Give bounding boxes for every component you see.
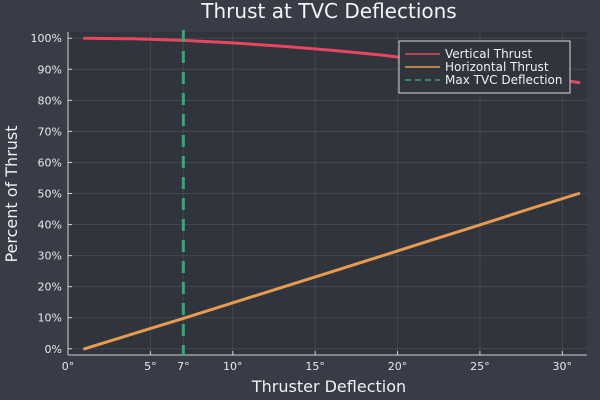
x-tick-label: 25°: [470, 360, 490, 373]
y-tick-label: 60%: [38, 156, 62, 169]
x-tick-label: 0°: [62, 360, 75, 373]
y-ticks: 0% 10% 20% 30% 40% 50% 60% 70% 80% 90% 100%: [31, 32, 72, 356]
x-tick-label: 5°: [144, 360, 157, 373]
legend-label-vertical-thrust: Vertical Thrust: [445, 47, 532, 61]
chart-title: Thrust at TVC Deflections: [200, 0, 456, 23]
y-tick-label: 20%: [38, 281, 62, 294]
y-tick-label: 50%: [38, 188, 62, 201]
x-tick-label: 7°: [177, 360, 190, 373]
x-ticks: 0° 5° 7° 10° 15° 20° 25° 30°: [62, 351, 572, 373]
y-tick-label: 0%: [45, 343, 62, 356]
legend-label-horizontal-thrust: Horizontal Thrust: [445, 60, 549, 74]
x-axis-title: Thruster Deflection: [251, 377, 406, 396]
x-tick-label: 20°: [388, 360, 408, 373]
y-tick-label: 80%: [38, 94, 62, 107]
legend: Vertical Thrust Horizontal Thrust Max TV…: [398, 40, 571, 94]
legend-label-max-tvc-deflection: Max TVC Deflection: [445, 73, 563, 87]
y-tick-label: 40%: [38, 219, 62, 232]
y-tick-label: 10%: [38, 312, 62, 325]
x-tick-label: 30°: [553, 360, 573, 373]
y-axis-title: Percent of Thrust: [2, 125, 21, 262]
y-tick-label: 70%: [38, 125, 62, 138]
x-tick-label: 10°: [223, 360, 243, 373]
series-line-horizontal-thrust: [83, 192, 581, 351]
y-tick-label: 90%: [38, 63, 62, 76]
y-tick-label: 100%: [31, 32, 62, 45]
y-tick-label: 30%: [38, 250, 62, 263]
x-tick-label: 15°: [305, 360, 325, 373]
